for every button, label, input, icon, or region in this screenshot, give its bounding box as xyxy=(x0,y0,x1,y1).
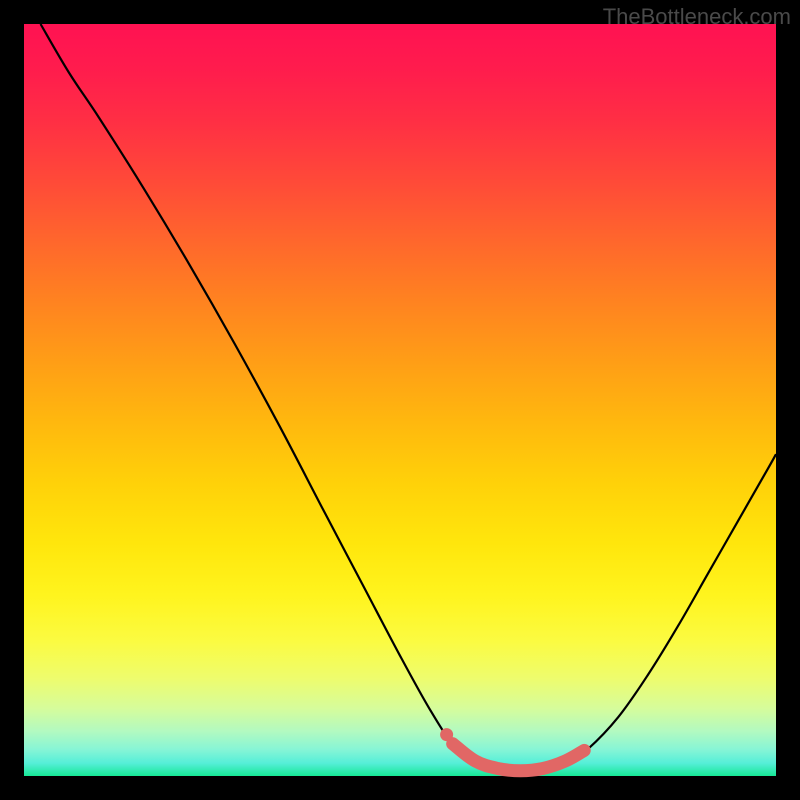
watermark-text: TheBottleneck.com xyxy=(603,4,791,30)
bottleneck-chart xyxy=(0,0,800,800)
gradient-background xyxy=(24,24,776,776)
chart-frame: TheBottleneck.com xyxy=(0,0,800,800)
sweet-spot-start-dot xyxy=(440,728,453,741)
